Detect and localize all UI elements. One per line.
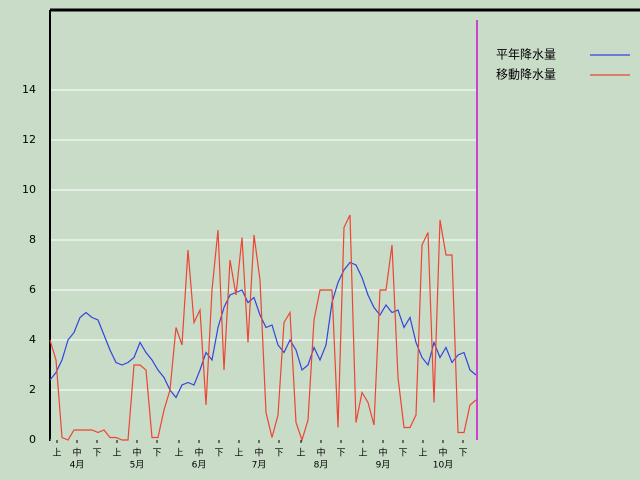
x-tick-label: 中: [194, 447, 203, 459]
y-tick-label: 2: [29, 383, 36, 396]
month-label: 7月: [252, 460, 267, 471]
x-tick-label: 中: [132, 447, 141, 459]
y-tick-label: 10: [22, 183, 36, 196]
x-tick-label: 上: [52, 448, 61, 459]
x-tick-label: 下: [214, 449, 223, 459]
x-tick-label: 下: [92, 449, 101, 459]
y-tick-label: 12: [22, 133, 36, 146]
x-tick-label: 中: [438, 447, 447, 459]
x-tick-label: 上: [112, 448, 121, 459]
y-tick-label: 6: [29, 283, 36, 296]
x-tick-label: 中: [72, 447, 81, 459]
month-label: 6月: [192, 460, 207, 471]
month-label: 5月: [130, 460, 145, 471]
y-tick-label: 4: [29, 333, 36, 346]
month-label: 9月: [376, 460, 391, 471]
x-tick-label: 下: [152, 449, 161, 459]
x-tick-label: 中: [316, 447, 325, 459]
x-tick-label: 下: [398, 449, 407, 459]
x-tick-label: 上: [358, 448, 367, 459]
x-tick-label: 中: [378, 447, 387, 459]
x-tick-label: 中: [254, 447, 263, 459]
month-label: 4月: [70, 460, 85, 471]
series-line: [49, 261, 477, 399]
legend-label: 平年降水量: [496, 48, 556, 62]
y-tick-label: 14: [22, 83, 36, 96]
month-label: 8月: [314, 460, 329, 471]
y-tick-label: 0: [29, 433, 36, 446]
x-tick-label: 上: [174, 448, 183, 459]
x-tick-label: 下: [336, 449, 345, 459]
y-tick-label: 8: [29, 233, 36, 246]
month-label: 10月: [433, 460, 453, 471]
x-tick-label: 上: [234, 448, 243, 459]
x-tick-label: 下: [458, 449, 467, 459]
x-tick-label: 上: [296, 448, 305, 459]
series-line: [49, 214, 477, 442]
x-tick-label: 下: [274, 449, 283, 459]
legend-label: 移動降水量: [496, 68, 556, 82]
x-tick-label: 上: [418, 448, 427, 459]
